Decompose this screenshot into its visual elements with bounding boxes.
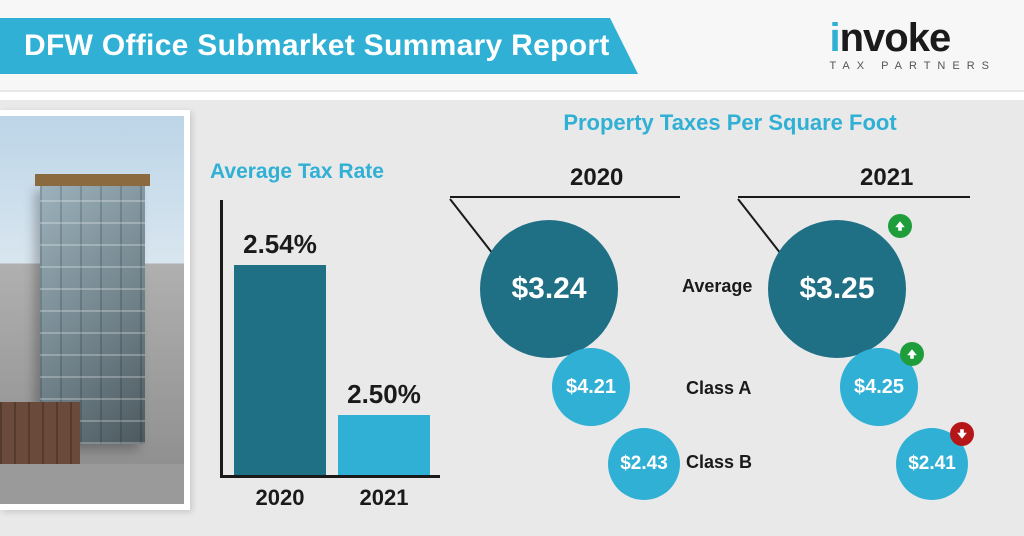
logo-main: invoke xyxy=(829,18,996,58)
avg-tax-rate-title: Average Tax Rate xyxy=(210,160,440,184)
ptx-row-label-class-a: Class A xyxy=(686,378,751,399)
ground-shape xyxy=(0,464,184,504)
ptx-year-2021: 2021 xyxy=(860,164,913,192)
ptx-row-label-class-b: Class B xyxy=(686,452,752,473)
property-taxes-chart: Property Taxes Per Square Foot 2020 $3.24… xyxy=(450,110,1010,530)
logo: invoke TAX PARTNERS xyxy=(829,18,996,72)
ptx-row-label-average: Average xyxy=(682,276,752,297)
bar-year-2021: 2021 xyxy=(338,485,430,511)
ptx-bubble-2021-class-a: $4.25 xyxy=(840,348,918,426)
bar-label-2020: 2.54% xyxy=(234,229,326,260)
bar-2021: 2.50%2021 xyxy=(338,415,430,475)
title-ribbon: DFW Office Submarket Summary Report xyxy=(0,18,610,74)
ptx-bubble-2021-average: $3.25 xyxy=(768,220,906,358)
logo-sub: TAX PARTNERS xyxy=(829,60,996,72)
ptx-year-underline-2020 xyxy=(450,196,680,198)
content-area: Average Tax Rate 2.54%20202.50%2021 Prop… xyxy=(0,100,1024,536)
arrow-up-icon xyxy=(888,214,912,238)
report-title: DFW Office Submarket Summary Report xyxy=(24,29,610,63)
bar-label-2021: 2.50% xyxy=(338,379,430,410)
arrow-up-icon xyxy=(900,342,924,366)
ptx-bubble-2021-class-b: $2.41 xyxy=(896,428,968,500)
ptx-year-underline-2021 xyxy=(738,196,970,198)
bar-year-2020: 2020 xyxy=(234,485,326,511)
y-axis xyxy=(220,200,223,478)
hero-photo-frame xyxy=(0,110,190,510)
property-taxes-title: Property Taxes Per Square Foot xyxy=(450,110,1010,136)
x-axis xyxy=(220,475,440,478)
ptx-bubble-2020-class-a: $4.21 xyxy=(552,348,630,426)
avg-tax-rate-chart: Average Tax Rate 2.54%20202.50%2021 xyxy=(210,160,440,530)
ptx-bubble-2020-class-b: $2.43 xyxy=(608,428,680,500)
header-band: DFW Office Submarket Summary Report invo… xyxy=(0,0,1024,92)
low-building-shape xyxy=(0,402,80,472)
bar-2020: 2.54%2020 xyxy=(234,265,326,475)
arrow-down-icon xyxy=(950,422,974,446)
ptx-bubble-2020-average: $3.24 xyxy=(480,220,618,358)
hero-photo xyxy=(0,116,184,504)
ptx-year-2020: 2020 xyxy=(570,164,623,192)
